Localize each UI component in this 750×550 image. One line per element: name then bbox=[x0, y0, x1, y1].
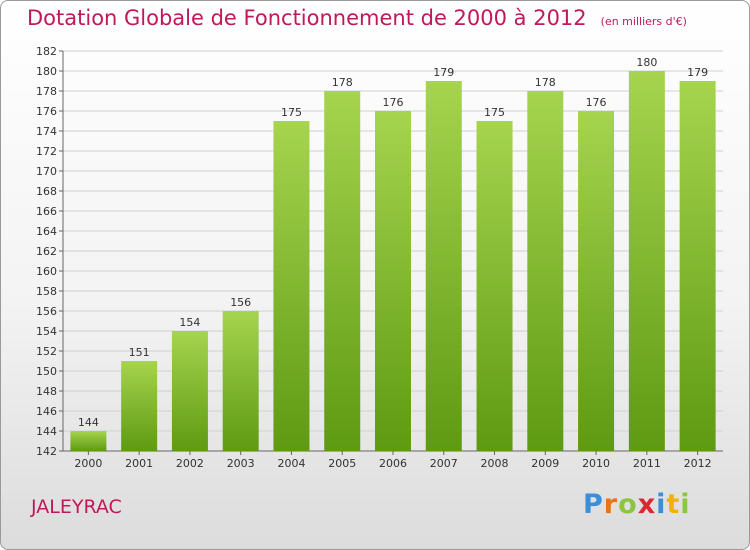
y-tick-label: 164 bbox=[36, 225, 57, 238]
title-subtitle: (en milliers d'€) bbox=[600, 15, 687, 28]
bar bbox=[679, 81, 716, 451]
proxiti-logo: Proxiti bbox=[583, 489, 691, 520]
x-tick-label: 2002 bbox=[176, 457, 204, 470]
bar-value-label: 178 bbox=[535, 76, 556, 89]
y-tick-label: 180 bbox=[36, 65, 57, 78]
bar bbox=[476, 121, 513, 451]
title-main: Dotation Globale de Fonctionnement de 20… bbox=[27, 6, 587, 30]
bar bbox=[121, 361, 158, 451]
y-tick-label: 144 bbox=[36, 425, 57, 438]
bar bbox=[425, 81, 462, 451]
bar bbox=[578, 111, 615, 451]
y-tick-label: 152 bbox=[36, 345, 57, 358]
bar bbox=[527, 91, 564, 451]
bar bbox=[375, 111, 411, 451]
y-tick-label: 178 bbox=[36, 85, 57, 98]
bar bbox=[222, 311, 259, 451]
logo-letter: r bbox=[603, 489, 619, 520]
y-tick-label: 172 bbox=[36, 145, 57, 158]
y-tick-label: 182 bbox=[36, 45, 57, 58]
bar-value-label: 176 bbox=[383, 96, 404, 109]
y-tick-label: 146 bbox=[36, 405, 57, 418]
bar-value-label: 180 bbox=[636, 56, 657, 69]
bar bbox=[628, 71, 665, 451]
bar-value-label: 154 bbox=[179, 316, 200, 329]
y-tick-label: 148 bbox=[36, 385, 57, 398]
x-tick-label: 2006 bbox=[379, 457, 407, 470]
bar bbox=[70, 431, 107, 451]
bar-value-label: 179 bbox=[687, 66, 708, 79]
logo-letter: i bbox=[680, 489, 691, 520]
y-tick-label: 162 bbox=[36, 245, 57, 258]
y-tick-label: 160 bbox=[36, 265, 57, 278]
y-tick-label: 142 bbox=[36, 445, 57, 458]
logo-letter: o bbox=[618, 489, 638, 520]
logo-letter: i bbox=[656, 489, 667, 520]
bar-value-label: 175 bbox=[281, 106, 302, 119]
y-tick-label: 166 bbox=[36, 205, 57, 218]
bar-value-label: 178 bbox=[332, 76, 353, 89]
chart-title: Dotation Globale de Fonctionnement de 20… bbox=[27, 6, 687, 30]
x-tick-label: 2011 bbox=[633, 457, 661, 470]
bar-value-label: 156 bbox=[230, 296, 251, 309]
bar-value-label: 176 bbox=[586, 96, 607, 109]
bar-value-label: 175 bbox=[484, 106, 505, 119]
y-tick-label: 158 bbox=[36, 285, 57, 298]
y-tick-label: 174 bbox=[36, 125, 57, 138]
y-tick-label: 154 bbox=[36, 325, 57, 338]
x-tick-label: 2003 bbox=[227, 457, 255, 470]
x-tick-label: 2001 bbox=[125, 457, 153, 470]
bar bbox=[273, 121, 310, 451]
logo-letter: x bbox=[637, 489, 657, 520]
y-tick-label: 156 bbox=[36, 305, 57, 318]
x-tick-label: 2000 bbox=[74, 457, 102, 470]
logo-letter: t bbox=[666, 489, 681, 520]
x-tick-label: 2008 bbox=[481, 457, 509, 470]
y-tick-label: 168 bbox=[36, 185, 57, 198]
x-tick-label: 2010 bbox=[582, 457, 610, 470]
x-tick-label: 2012 bbox=[684, 457, 712, 470]
x-tick-label: 2007 bbox=[430, 457, 458, 470]
bar-value-label: 144 bbox=[78, 416, 99, 429]
y-tick-label: 170 bbox=[36, 165, 57, 178]
y-tick-label: 176 bbox=[36, 105, 57, 118]
logo-letter: P bbox=[583, 489, 604, 520]
x-tick-label: 2004 bbox=[277, 457, 305, 470]
y-tick-label: 150 bbox=[36, 365, 57, 378]
commune-name: JALEYRAC bbox=[31, 496, 122, 518]
bar bbox=[324, 91, 361, 451]
bar bbox=[171, 331, 208, 451]
bar-value-label: 179 bbox=[433, 66, 454, 79]
x-tick-label: 2009 bbox=[531, 457, 559, 470]
bar-value-label: 151 bbox=[129, 346, 150, 359]
x-tick-label: 2005 bbox=[328, 457, 356, 470]
